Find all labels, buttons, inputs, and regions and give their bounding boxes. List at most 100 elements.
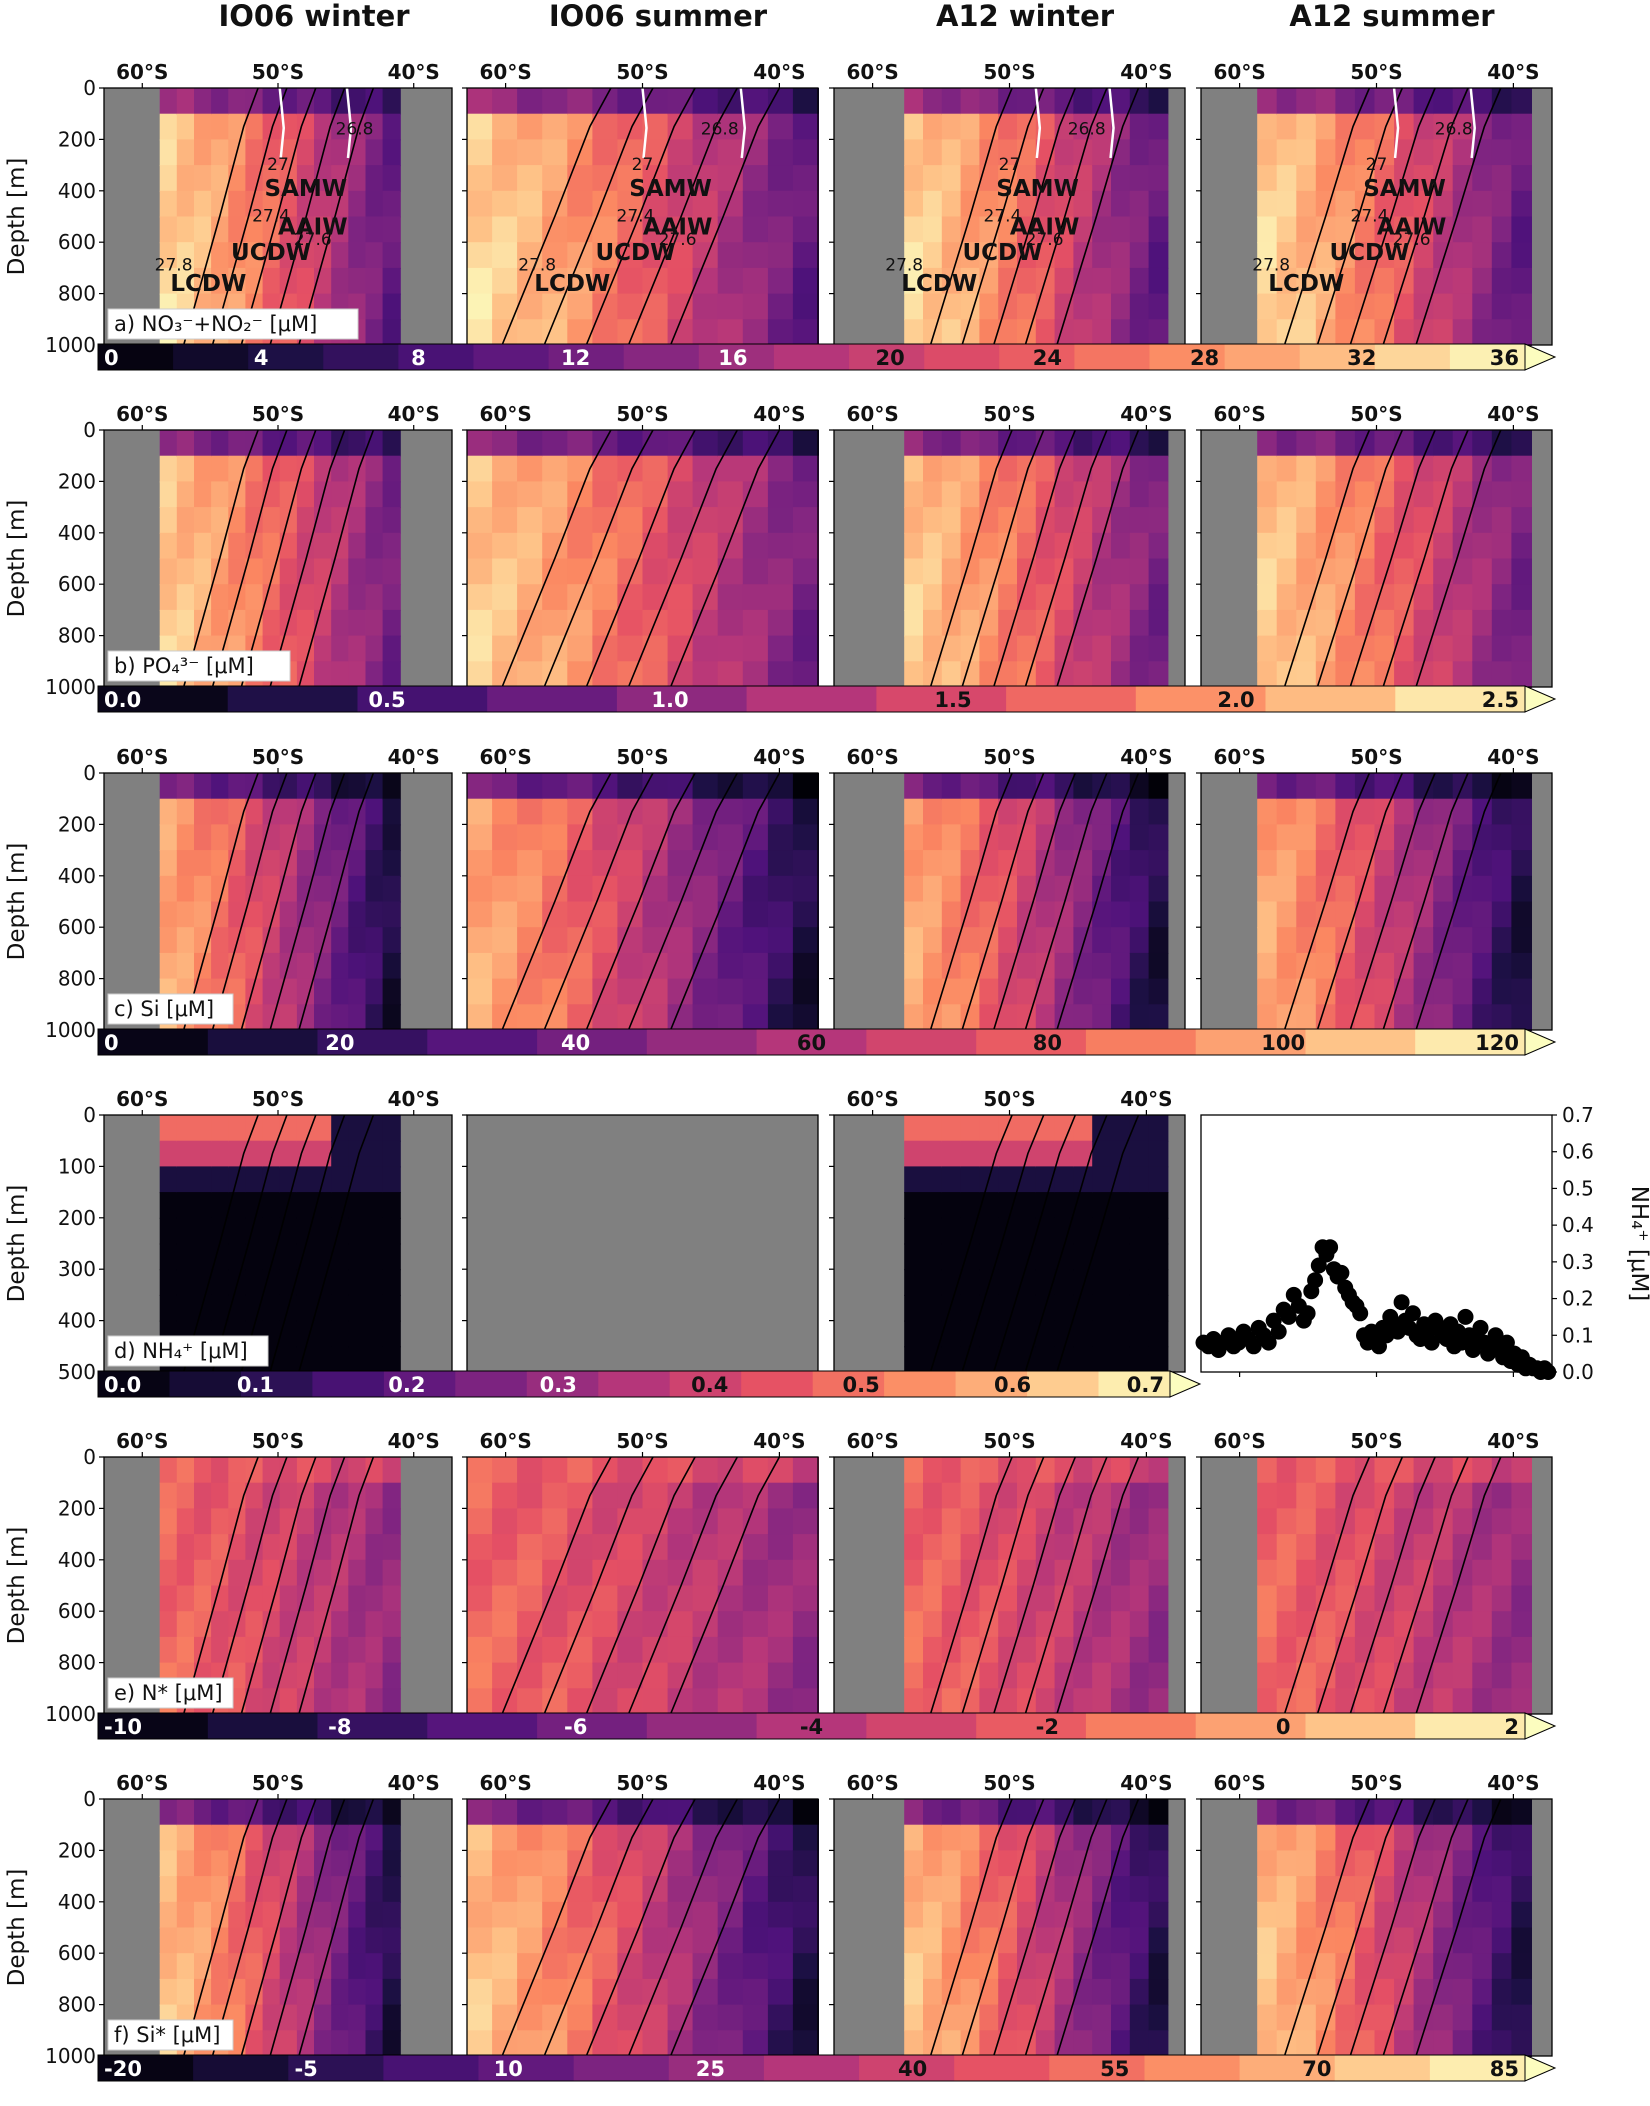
panel-label-box: [107, 2019, 234, 2051]
field-cell: [348, 165, 367, 192]
field-cell: [923, 1508, 943, 1536]
scatter-ytick-label: 0.7: [1562, 1103, 1594, 1127]
field-cell: [542, 507, 569, 534]
field-cell: [941, 2004, 962, 2032]
depth-tick-label: 0: [83, 1787, 96, 1811]
field-cell: [296, 165, 316, 192]
field-cell: [998, 609, 1018, 637]
field-cell: [960, 1457, 981, 1484]
isopycnal-contour: [992, 87, 1077, 346]
field-cell: [1129, 319, 1150, 346]
field-cell: [1374, 455, 1396, 483]
field-cell: [365, 1688, 384, 1715]
field-cell: [296, 927, 316, 954]
field-cell: [617, 978, 644, 1006]
field-cell: [1257, 1850, 1278, 1878]
field-cell: [1335, 558, 1356, 586]
field-cell: [692, 1457, 719, 1484]
field-cell: [767, 165, 794, 192]
field-cell: [1092, 242, 1112, 269]
field-cell: [904, 293, 924, 321]
isopycnal-contour: [182, 1798, 259, 2057]
field-cell: [767, 1611, 794, 1638]
field-cell: [314, 1688, 333, 1715]
field-cell: [1413, 481, 1435, 509]
field-cell: [1511, 850, 1532, 877]
field-cell: [567, 875, 594, 903]
field-cell: [642, 1662, 669, 1690]
field-cell: [617, 190, 644, 218]
field-cell: [1073, 661, 1094, 688]
field-cell: [1413, 139, 1435, 167]
field-cell: [1315, 1004, 1337, 1031]
field-cell: [1374, 1534, 1396, 1561]
colorbar-segment: [323, 344, 399, 370]
field-cell: [742, 1534, 769, 1561]
colorbar-extend-arrow: [1524, 2054, 1557, 2082]
field-cell: [617, 242, 644, 269]
field-cell: [941, 1850, 962, 1878]
field-cell: [1491, 1953, 1513, 1980]
colorbar-segment: [427, 1029, 538, 1055]
field-cell: [1472, 532, 1493, 560]
field-cell: [1017, 773, 1037, 800]
field-cell: [1296, 1662, 1317, 1690]
field-cell: [1257, 1927, 1278, 1955]
field-cell: [1452, 455, 1474, 483]
field-cell: [1054, 927, 1075, 954]
field-cell: [1148, 1166, 1169, 1194]
field-cell: [1129, 1559, 1150, 1587]
field-cell: [1257, 1457, 1278, 1484]
field-cell: [1296, 319, 1317, 346]
field-cell: [904, 1243, 924, 1271]
colorbar-segment: [756, 1713, 867, 1739]
field-cell: [1354, 1611, 1376, 1638]
field-cell: [923, 1320, 943, 1348]
field-cell: [492, 1482, 519, 1510]
field-cell: [617, 430, 644, 457]
field-cell: [1092, 1901, 1112, 1929]
field-cell: [742, 1901, 769, 1929]
field-cell: [176, 952, 195, 980]
field-cell: [296, 2030, 316, 2057]
lat-tick-label: 40°S: [1487, 1771, 1539, 1795]
field-cell: [492, 1559, 519, 1587]
field-cell: [365, 635, 384, 663]
water-mass-label: LCDW: [901, 271, 977, 297]
field-cell: [1092, 584, 1112, 611]
field-cell: [1129, 1269, 1150, 1296]
isopycnal-contour: [1415, 1798, 1502, 2057]
field-cell: [1129, 430, 1150, 457]
field-cell: [228, 1559, 247, 1587]
colorbar-tick-label: -2: [1036, 1715, 1059, 1739]
isopycnal-contour: [1056, 772, 1140, 1031]
field-cell: [1472, 216, 1493, 244]
field-cell: [904, 481, 924, 509]
field-cell: [296, 952, 316, 980]
field-cell: [331, 558, 350, 586]
field-cell: [211, 1294, 230, 1322]
field-cell: [1315, 661, 1337, 688]
field-cell: [1257, 113, 1278, 141]
field-cell: [1452, 1585, 1474, 1613]
field-cell: [1452, 532, 1474, 560]
field-cell: [159, 1534, 178, 1561]
field-cell: [1257, 165, 1278, 192]
front-line: [1392, 87, 1400, 159]
field-cell: [717, 798, 744, 826]
field-cell: [1315, 952, 1337, 980]
colorbar-segment: [623, 344, 700, 370]
field-cell: [1433, 216, 1454, 244]
field-cell: [767, 532, 794, 560]
field-cell: [331, 242, 350, 269]
field-cell: [1491, 558, 1513, 586]
colorbar-segment: [616, 686, 748, 712]
field-cell: [467, 1004, 494, 1031]
field-cell: [467, 1662, 494, 1690]
field-cell: [1092, 1559, 1112, 1587]
field-cell: [1413, 532, 1435, 560]
field-cell: [159, 773, 178, 800]
field-cell: [692, 190, 719, 218]
field-cell: [923, 1662, 943, 1690]
field-cell: [348, 1115, 367, 1142]
